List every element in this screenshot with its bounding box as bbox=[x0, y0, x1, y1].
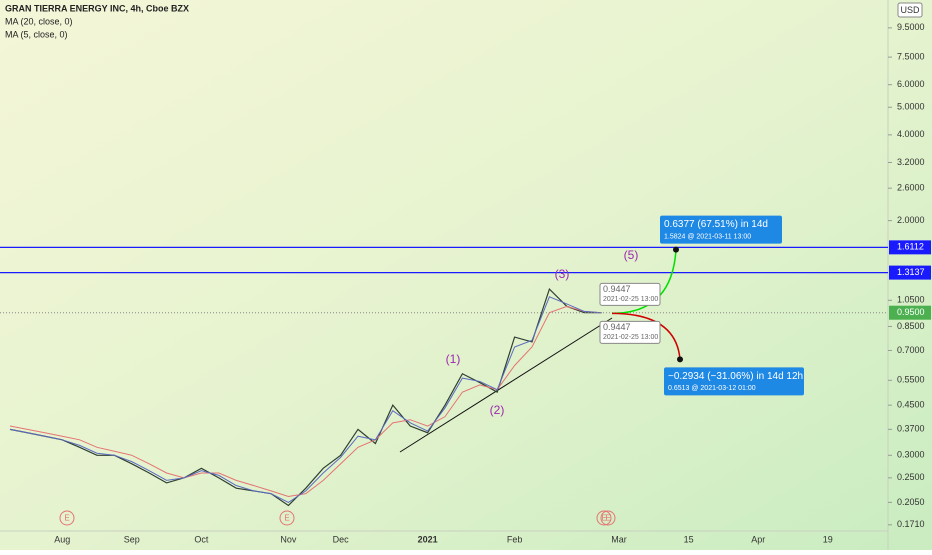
y-tick-label: 0.3700 bbox=[897, 424, 925, 434]
y-tick-label: 0.2500 bbox=[897, 472, 925, 482]
currency-label[interactable]: USD bbox=[900, 5, 920, 15]
y-tick-label: 0.7000 bbox=[897, 345, 925, 355]
forecast-target bbox=[677, 356, 683, 363]
legend-entry: MA (20, close, 0) bbox=[5, 16, 73, 26]
wave-label: (2) bbox=[490, 403, 505, 417]
price-badge bbox=[889, 265, 931, 280]
currency-badge[interactable] bbox=[897, 2, 923, 18]
event-label: E bbox=[64, 514, 69, 523]
x-tick-label: 15 bbox=[684, 534, 694, 544]
x-tick-label: 2021 bbox=[418, 534, 438, 544]
last-price-badge bbox=[889, 305, 931, 320]
price-badge bbox=[889, 240, 931, 255]
y-tick-label: 0.2050 bbox=[897, 497, 925, 507]
x-tick-label: Feb bbox=[507, 534, 523, 544]
x-tick-label: Mar bbox=[611, 534, 627, 544]
event-marker bbox=[596, 510, 612, 526]
forecast-target-label: 0.6513 @ 2021-03-12 01:00 bbox=[668, 385, 756, 392]
x-tick-label: Sep bbox=[124, 534, 140, 544]
forecast-box bbox=[660, 215, 782, 244]
price-line bbox=[9, 296, 602, 503]
forecast-change: 0.6377 (67.51%) in 14d bbox=[664, 219, 768, 230]
forecast-start-box bbox=[599, 282, 661, 306]
forecast-start-date: 2021-02-25 13:00 bbox=[603, 334, 658, 341]
y-tick-label: 0.8500 bbox=[897, 321, 925, 331]
forecast-start-box bbox=[599, 320, 661, 344]
forecast-start-value: 0.9447 bbox=[603, 284, 631, 294]
y-tick-label: 4.0000 bbox=[897, 129, 925, 139]
legend-entry: MA (5, close, 0) bbox=[5, 29, 68, 39]
x-tick-label: Nov bbox=[280, 534, 297, 544]
forecast-box bbox=[664, 367, 804, 396]
y-tick-label: 2.6000 bbox=[897, 183, 925, 193]
y-tick-label: 9.5000 bbox=[897, 22, 925, 32]
event-marker bbox=[600, 510, 616, 526]
chart-title: GRAN TIERRA ENERGY INC, 4h, Cboe BZX bbox=[5, 3, 189, 13]
price-line bbox=[9, 287, 602, 507]
forecast-line bbox=[611, 312, 681, 360]
y-tick-label: 5.0000 bbox=[897, 102, 925, 112]
price-badge-label: 1.6112 bbox=[897, 242, 924, 252]
wave-label: (3) bbox=[555, 267, 570, 281]
forecast-target-label: 1.5824 @ 2021-03-11 13:00 bbox=[664, 233, 751, 240]
wave-label: (1) bbox=[446, 352, 461, 366]
forecast-start-value: 0.9447 bbox=[603, 322, 631, 332]
y-tick-label: 7.5000 bbox=[897, 51, 925, 61]
forecast-change: −0.2934 (−31.06%) in 14d 12h bbox=[668, 371, 803, 382]
price-line bbox=[9, 305, 602, 498]
event-label: E bbox=[284, 514, 289, 523]
event-marker bbox=[59, 510, 75, 526]
x-tick-label: Aug bbox=[54, 534, 70, 544]
event-marker bbox=[279, 510, 295, 526]
y-tick-label: 2.0000 bbox=[897, 215, 925, 225]
y-tick-label: 0.1710 bbox=[897, 519, 925, 529]
y-tick-label: 0.4500 bbox=[897, 400, 925, 410]
x-tick-label: Oct bbox=[194, 534, 209, 544]
last-price-label: 0.9500 bbox=[897, 307, 925, 317]
y-tick-label: 0.3000 bbox=[897, 450, 925, 460]
y-tick-label: 6.0000 bbox=[897, 79, 925, 89]
forecast-target bbox=[673, 246, 679, 253]
x-tick-label: Apr bbox=[751, 534, 765, 544]
event-label: E bbox=[601, 514, 606, 523]
x-tick-label: 19 bbox=[823, 534, 833, 544]
forecast-start-date: 2021-02-25 13:00 bbox=[603, 296, 658, 303]
y-tick-label: 1.0500 bbox=[897, 295, 925, 305]
x-tick-label: Dec bbox=[333, 534, 350, 544]
wave-label: (5) bbox=[624, 248, 639, 262]
y-tick-label: 0.5500 bbox=[897, 375, 925, 385]
trend-line bbox=[399, 317, 613, 453]
price-badge-label: 1.3137 bbox=[897, 267, 925, 277]
y-tick-label: 3.2000 bbox=[897, 157, 925, 167]
event-label: E bbox=[605, 514, 610, 523]
